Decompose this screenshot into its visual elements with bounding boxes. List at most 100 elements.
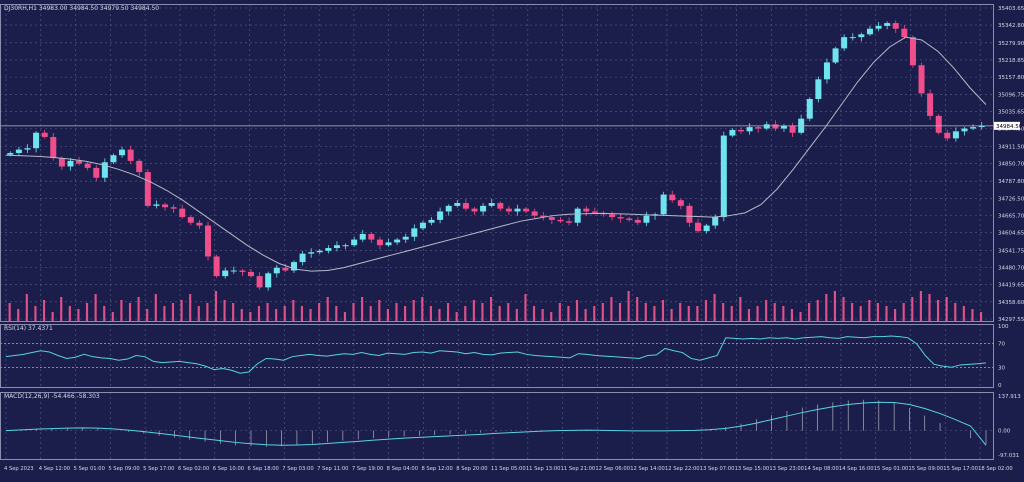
macd-tick-label: 137.913 bbox=[998, 394, 1021, 400]
volume-bar bbox=[971, 309, 974, 321]
volume-bar bbox=[214, 291, 218, 321]
volume-bar bbox=[661, 300, 665, 321]
price-tick-label: 34419.65 bbox=[998, 283, 1024, 289]
volume-bar bbox=[77, 309, 80, 321]
volume-bar bbox=[335, 306, 338, 321]
volume-bar bbox=[489, 297, 493, 321]
candle-body bbox=[93, 167, 100, 178]
volume-bar bbox=[429, 306, 432, 321]
candle-body bbox=[144, 172, 151, 206]
volume-bar bbox=[627, 291, 630, 321]
price-tick-label: 34480.70 bbox=[998, 266, 1024, 272]
candle-body bbox=[67, 160, 74, 167]
volume-bar bbox=[300, 306, 304, 321]
volume-bar bbox=[275, 309, 278, 321]
candle-body bbox=[927, 93, 934, 116]
candle-body bbox=[205, 225, 212, 257]
candle-body bbox=[213, 256, 220, 277]
candle-body bbox=[952, 131, 959, 139]
price-axis: 35403.65 35342.80 35279.90 35218.85 35157.80… bbox=[0, 6, 1024, 323]
time-tick-label: 14 Sep 08:00 bbox=[804, 466, 839, 472]
volume-bar bbox=[507, 303, 510, 321]
candle-body bbox=[858, 34, 865, 38]
candle-body bbox=[918, 65, 925, 94]
volume-bar bbox=[954, 303, 957, 321]
candle-body bbox=[368, 233, 375, 240]
candle-body bbox=[127, 149, 134, 161]
volume-bar bbox=[266, 303, 269, 321]
last-price-label-box bbox=[994, 121, 1020, 130]
time-tick-label: 11 Sep 21:00 bbox=[561, 466, 596, 472]
candle-body bbox=[299, 253, 306, 263]
volume-bar bbox=[618, 303, 622, 321]
volume-bar bbox=[171, 303, 175, 321]
volume-bar bbox=[292, 300, 295, 321]
candle-body bbox=[76, 160, 83, 164]
volume-bar bbox=[696, 306, 699, 321]
candle-body bbox=[265, 273, 272, 288]
time-tick-label: 18 Sep 02:00 bbox=[978, 466, 1013, 472]
volume-bar bbox=[249, 312, 252, 321]
time-tick-label: 13 Sep 23:00 bbox=[769, 466, 804, 472]
candle-body bbox=[41, 132, 48, 137]
time-tick-label: 13 Sep 15:00 bbox=[735, 466, 770, 472]
moving-average-line bbox=[5, 36, 987, 272]
volume-bar bbox=[808, 303, 811, 321]
candle-body bbox=[50, 136, 57, 159]
rsi-layer bbox=[5, 335, 987, 374]
volume-bar bbox=[610, 297, 613, 321]
candle-body bbox=[7, 152, 14, 155]
macd-tick-label: 0.00 bbox=[998, 429, 1011, 435]
volume-bar bbox=[120, 300, 123, 321]
volume-bar bbox=[137, 297, 140, 321]
volume-bar bbox=[146, 309, 149, 321]
main-pane-frame bbox=[0, 4, 994, 322]
volume-bar bbox=[455, 312, 458, 321]
candle-body bbox=[428, 219, 435, 223]
candle-body bbox=[179, 208, 186, 218]
time-tick-label: 4 Sep 2023 bbox=[4, 466, 34, 472]
candle-body bbox=[376, 239, 383, 246]
candle-body bbox=[720, 135, 727, 218]
volume-bar bbox=[240, 309, 243, 321]
candle-body bbox=[480, 205, 487, 212]
volume-bar bbox=[386, 309, 389, 321]
volume-bar bbox=[653, 306, 656, 321]
volume-bar bbox=[343, 312, 346, 321]
volume-bar bbox=[799, 312, 802, 321]
volume-bar bbox=[687, 306, 690, 321]
candle-body bbox=[780, 125, 787, 129]
macd-tick-label: -97.031 bbox=[998, 453, 1019, 459]
candle-body bbox=[187, 217, 194, 223]
price-tick-label: 35035.65 bbox=[998, 109, 1024, 115]
rsi-tick-label: 30 bbox=[998, 365, 1005, 371]
moving-average-layer bbox=[5, 36, 987, 272]
main-chart-title: DJ30RH,H1 34983.00 34984.50 34979.50 349… bbox=[4, 5, 159, 12]
volume-bar bbox=[782, 306, 785, 321]
volume-bar bbox=[962, 306, 965, 321]
volume-bar bbox=[8, 303, 11, 321]
candle-body bbox=[497, 203, 504, 209]
candle-body bbox=[523, 208, 530, 212]
candle-body bbox=[970, 127, 977, 129]
volume-bar bbox=[232, 303, 235, 321]
candle-body bbox=[823, 62, 830, 80]
volume-bar bbox=[885, 306, 888, 321]
volume-bar bbox=[369, 306, 372, 321]
volume-bar bbox=[567, 306, 570, 321]
candle-body bbox=[119, 149, 126, 156]
candle-body bbox=[643, 215, 650, 223]
candle-body bbox=[609, 214, 616, 218]
volume-bar bbox=[464, 306, 467, 321]
volume-bar bbox=[42, 300, 46, 321]
volume-bar bbox=[472, 300, 475, 321]
candle-body bbox=[488, 203, 495, 206]
volume-bar bbox=[206, 303, 209, 321]
price-tick-label: 34604.65 bbox=[998, 231, 1024, 237]
macd-signal-line bbox=[5, 401, 987, 446]
price-tick-label: 35218.85 bbox=[998, 58, 1024, 64]
time-tick-label: 5 Sep 09:00 bbox=[108, 466, 139, 472]
candle-body bbox=[162, 204, 169, 208]
